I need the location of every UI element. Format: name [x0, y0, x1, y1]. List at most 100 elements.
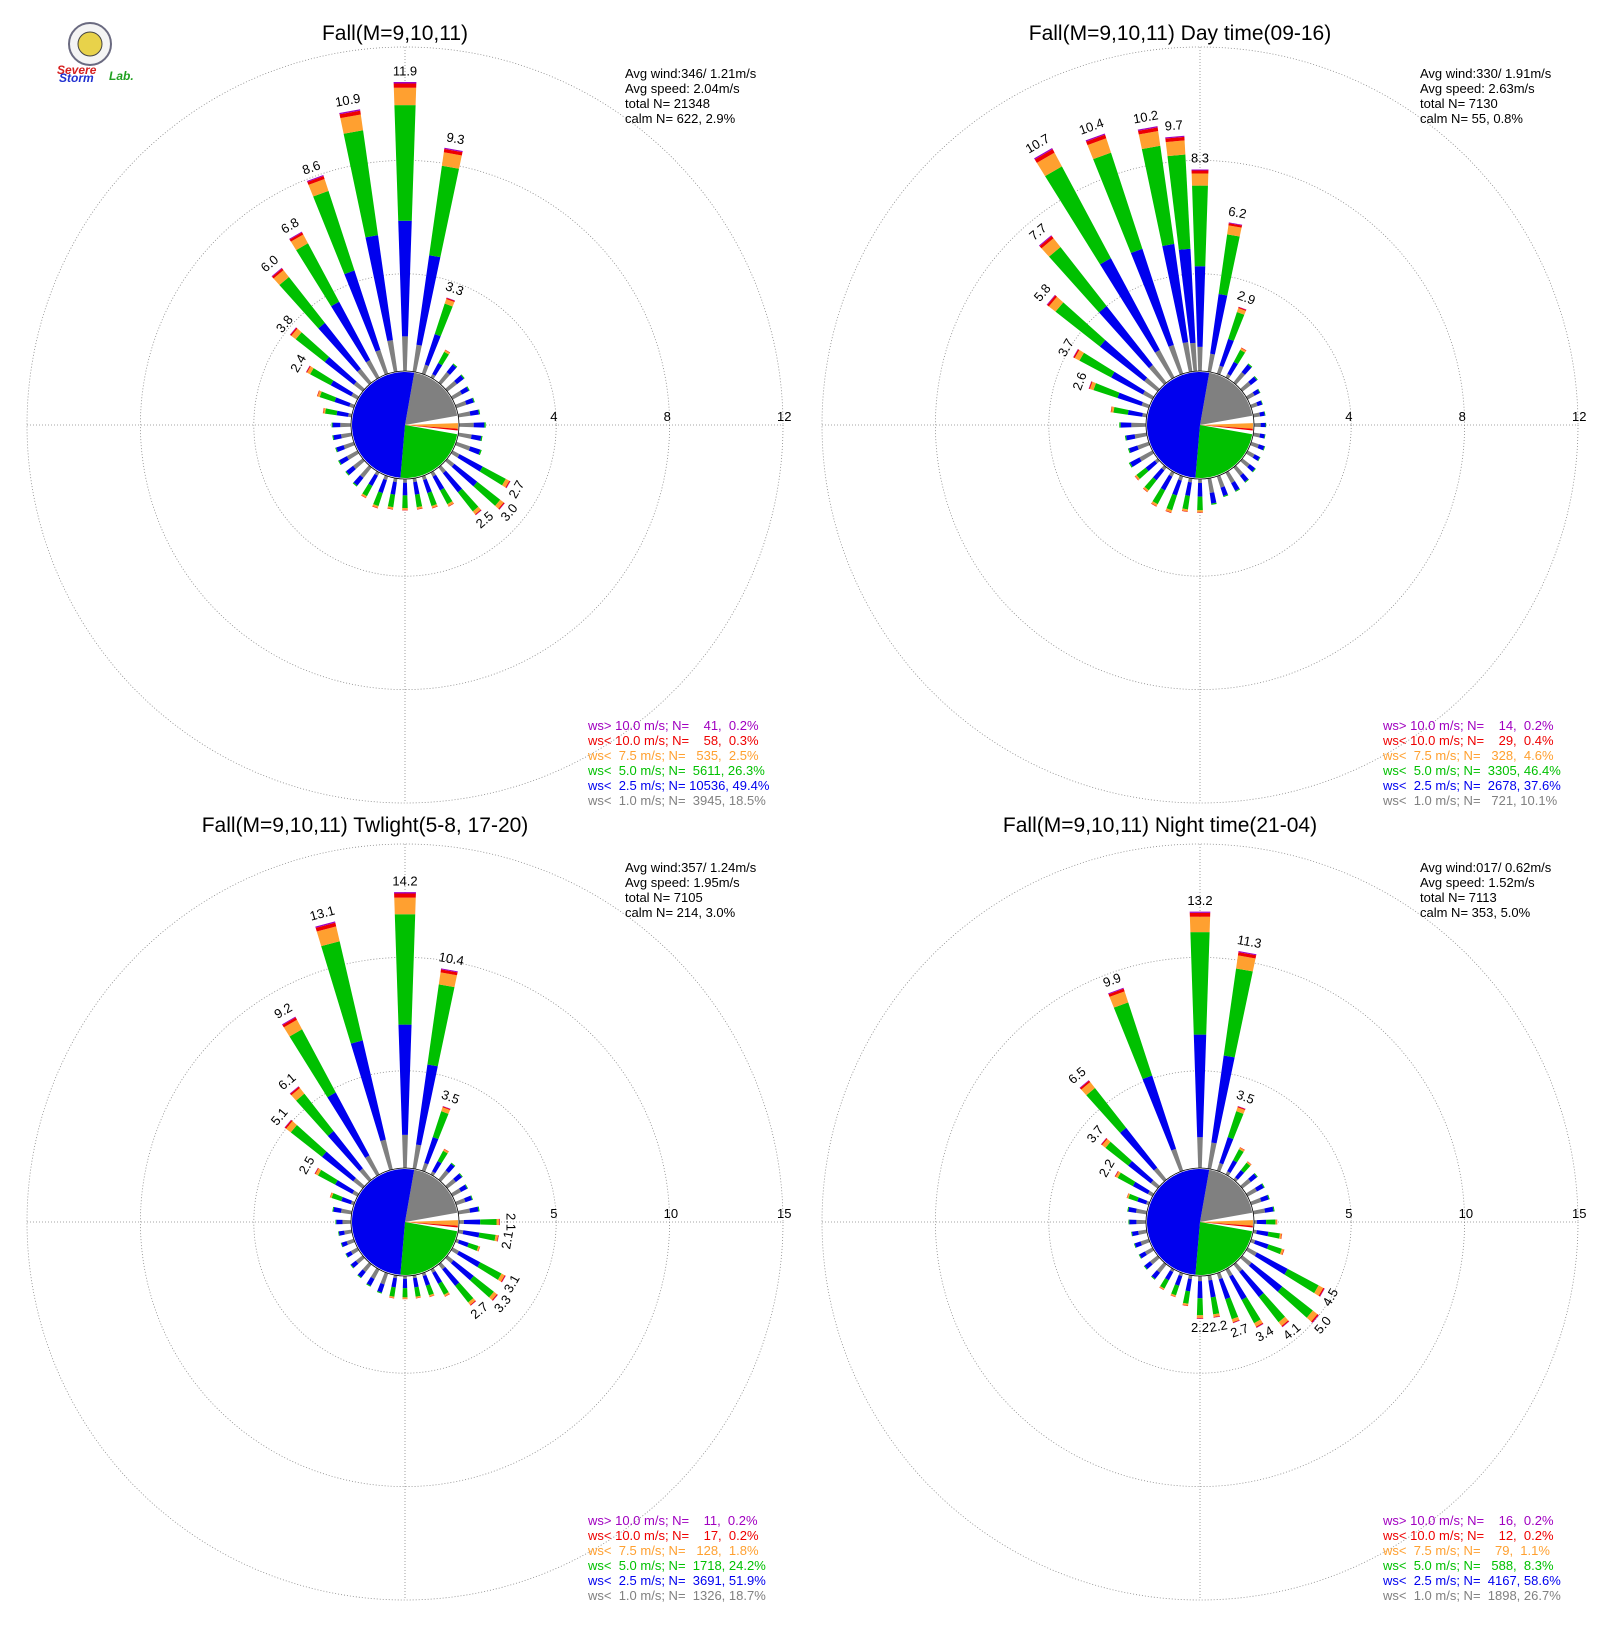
wind-bar-segment-lt2_5	[398, 220, 412, 337]
wind-bar-30	[430, 1148, 449, 1177]
wind-bar-segment-lt10	[491, 1294, 498, 1301]
wind-bar-segment-lt10	[446, 297, 455, 302]
wind-bar-segment-lt2_5	[377, 1283, 385, 1293]
wind-bar-segment-lt10	[1247, 1161, 1252, 1165]
wind-bar-segment-lt1	[1245, 1247, 1257, 1257]
wind-bar-segment-lt2_5	[432, 362, 443, 376]
wind-bar-segment-lt2_5	[333, 434, 342, 440]
wind-bar-segment-lt1	[457, 1229, 464, 1235]
wind-bar-segment-gt10	[305, 365, 310, 373]
wind-bar-segment-lt1	[1147, 1190, 1155, 1197]
wind-bar-60	[450, 386, 470, 400]
wind-bar-segment-lt10	[1228, 223, 1243, 228]
wind-bar-segment-lt7_5	[1254, 1319, 1263, 1327]
wind-bar-segment-gt10	[1073, 348, 1079, 358]
legend-entry: ws< 10.0 m/s; N= 12, 0.2%	[1382, 1528, 1554, 1543]
wind-bar-segment-lt2_5	[1259, 411, 1265, 417]
wind-bar-segment-lt10	[1238, 307, 1247, 311]
wind-bar-segment-gt10	[281, 1016, 296, 1026]
wind-bar-segment-lt5	[1055, 302, 1106, 347]
panel-stat-line: Avg speed: 2.63m/s	[1420, 81, 1535, 96]
wind-bar-segment-gt10	[442, 1105, 451, 1110]
wind-bar-220	[1150, 1262, 1167, 1280]
wind-bar-20: 3.3	[421, 278, 466, 375]
wind-bar-segment-lt7_5	[1240, 347, 1247, 353]
wind-bar-250	[1133, 1238, 1150, 1248]
wind-bar-segment-lt5	[352, 482, 358, 487]
wind-bar-segment-lt5	[1105, 1141, 1132, 1166]
panel-title: Fall(M=9,10,11)	[322, 22, 468, 45]
wind-bar-value-label: 11.3	[1236, 932, 1263, 951]
wind-bar-segment-lt5	[289, 1029, 336, 1098]
wind-bar-segment-lt2_5	[469, 1206, 479, 1213]
wind-bar-segment-lt1	[1137, 441, 1150, 450]
wind-bar-0: 8.3	[1191, 151, 1209, 372]
wind-bar-120: 3.1	[450, 1247, 523, 1295]
wind-bar-segment-lt5	[1218, 234, 1240, 296]
wind-bar-segment-lt5	[1264, 411, 1266, 416]
axis-tick-label: 4	[1345, 409, 1352, 424]
wind-bar-segment-lt5	[470, 1195, 473, 1201]
wind-bar-segment-lt5	[1113, 1002, 1153, 1080]
wind-bar-segment-lt2_5	[1254, 1183, 1264, 1192]
wind-bar-segment-lt1	[445, 1255, 454, 1264]
wind-bar-segment-lt5	[434, 303, 453, 337]
wind-bar-segment-lt5	[437, 1150, 448, 1164]
wind-bar-segment-lt1	[1240, 1255, 1252, 1266]
wind-bar-segment-lt5	[1117, 1172, 1136, 1187]
wind-bar-segment-lt10	[429, 1295, 435, 1298]
wind-bar-segment-lt2_5	[456, 1250, 481, 1268]
wind-bar-segment-lt7_5	[387, 506, 394, 510]
wind-bar-segment-lt2_5	[1144, 1261, 1153, 1270]
wind-bar-segment-lt5	[366, 1283, 371, 1287]
wind-bar-value-label: 14.2	[392, 873, 417, 888]
wind-bar-segment-gt10	[1085, 133, 1106, 142]
wind-bar-segment-lt5	[338, 1231, 340, 1236]
wind-bar-segment-lt1	[1134, 432, 1148, 439]
wind-bar-segment-lt2_5	[1259, 433, 1265, 439]
wind-bar-segment-lt10	[1281, 1249, 1285, 1256]
wind-bar-segment-lt7_5	[1074, 349, 1084, 361]
wind-bar-segment-lt2_5	[1256, 1219, 1267, 1225]
legend-entry: ws< 1.0 m/s; N= 1326, 18.7%	[587, 1588, 766, 1603]
wind-bar-segment-lt5	[1079, 352, 1115, 378]
wind-bar-190	[389, 1274, 398, 1299]
wind-bar-segment-lt7_5	[1306, 1310, 1318, 1322]
wind-bar-value-label: 2.9	[1235, 288, 1257, 308]
wind-bar-segment-lt1	[340, 422, 352, 428]
wind-bar-segment-lt1	[1250, 1238, 1256, 1244]
wind-bar-100: 2.1	[457, 1229, 516, 1250]
wind-bar-190	[1182, 1274, 1193, 1307]
wind-bar-segment-lt7_5	[1279, 1233, 1282, 1240]
wind-bar-segment-gt10	[271, 267, 283, 277]
wind-bar-170: 2.2	[1207, 1274, 1229, 1335]
wind-bar-50	[1240, 375, 1258, 392]
wind-bar-segment-lt10	[498, 502, 505, 510]
wind-bar-segment-lt2_5	[445, 1163, 455, 1174]
wind-bar-segment-lt5	[1127, 1206, 1130, 1212]
wind-bar-segment-lt2_5	[473, 422, 485, 428]
wind-bar-170	[412, 477, 423, 510]
wind-bar-segment-lt2_5	[335, 1180, 355, 1194]
wind-bar-segment-lt7_5	[1151, 501, 1158, 507]
wind-bar-segment-lt2_5	[345, 1250, 353, 1258]
wind-bar-segment-lt10	[1170, 1295, 1176, 1298]
wind-bar-segment-lt7_5	[1227, 225, 1242, 237]
wind-bar-segment-lt2_5	[318, 322, 361, 372]
wind-bar-segment-lt5	[1277, 1286, 1313, 1318]
wind-bar-segment-lt5	[1045, 166, 1111, 265]
wind-bar-segment-lt1	[383, 475, 389, 481]
wind-bar-segment-lt2_5	[1120, 1127, 1158, 1171]
legend-entry: ws< 2.5 m/s; N= 2678, 37.6%	[1382, 778, 1561, 793]
wind-bar-value-label: 8.3	[1191, 151, 1209, 166]
wind-bar-segment-lt2_5	[357, 1269, 366, 1278]
wind-bar-segment-gt10	[289, 1086, 299, 1094]
wind-bar-segment-lt5	[1260, 400, 1263, 405]
wind-bar-segment-lt7_5	[1089, 381, 1096, 391]
wind-bar-segment-lt5	[1266, 1244, 1282, 1255]
center-pie-lt5	[1195, 1222, 1253, 1275]
wind-bar-segment-lt2_5	[331, 301, 371, 363]
wind-bar-segment-gt10	[1165, 135, 1185, 139]
axis-tick-label: 12	[777, 409, 791, 424]
wind-bar-segment-lt2_5	[413, 1277, 419, 1288]
